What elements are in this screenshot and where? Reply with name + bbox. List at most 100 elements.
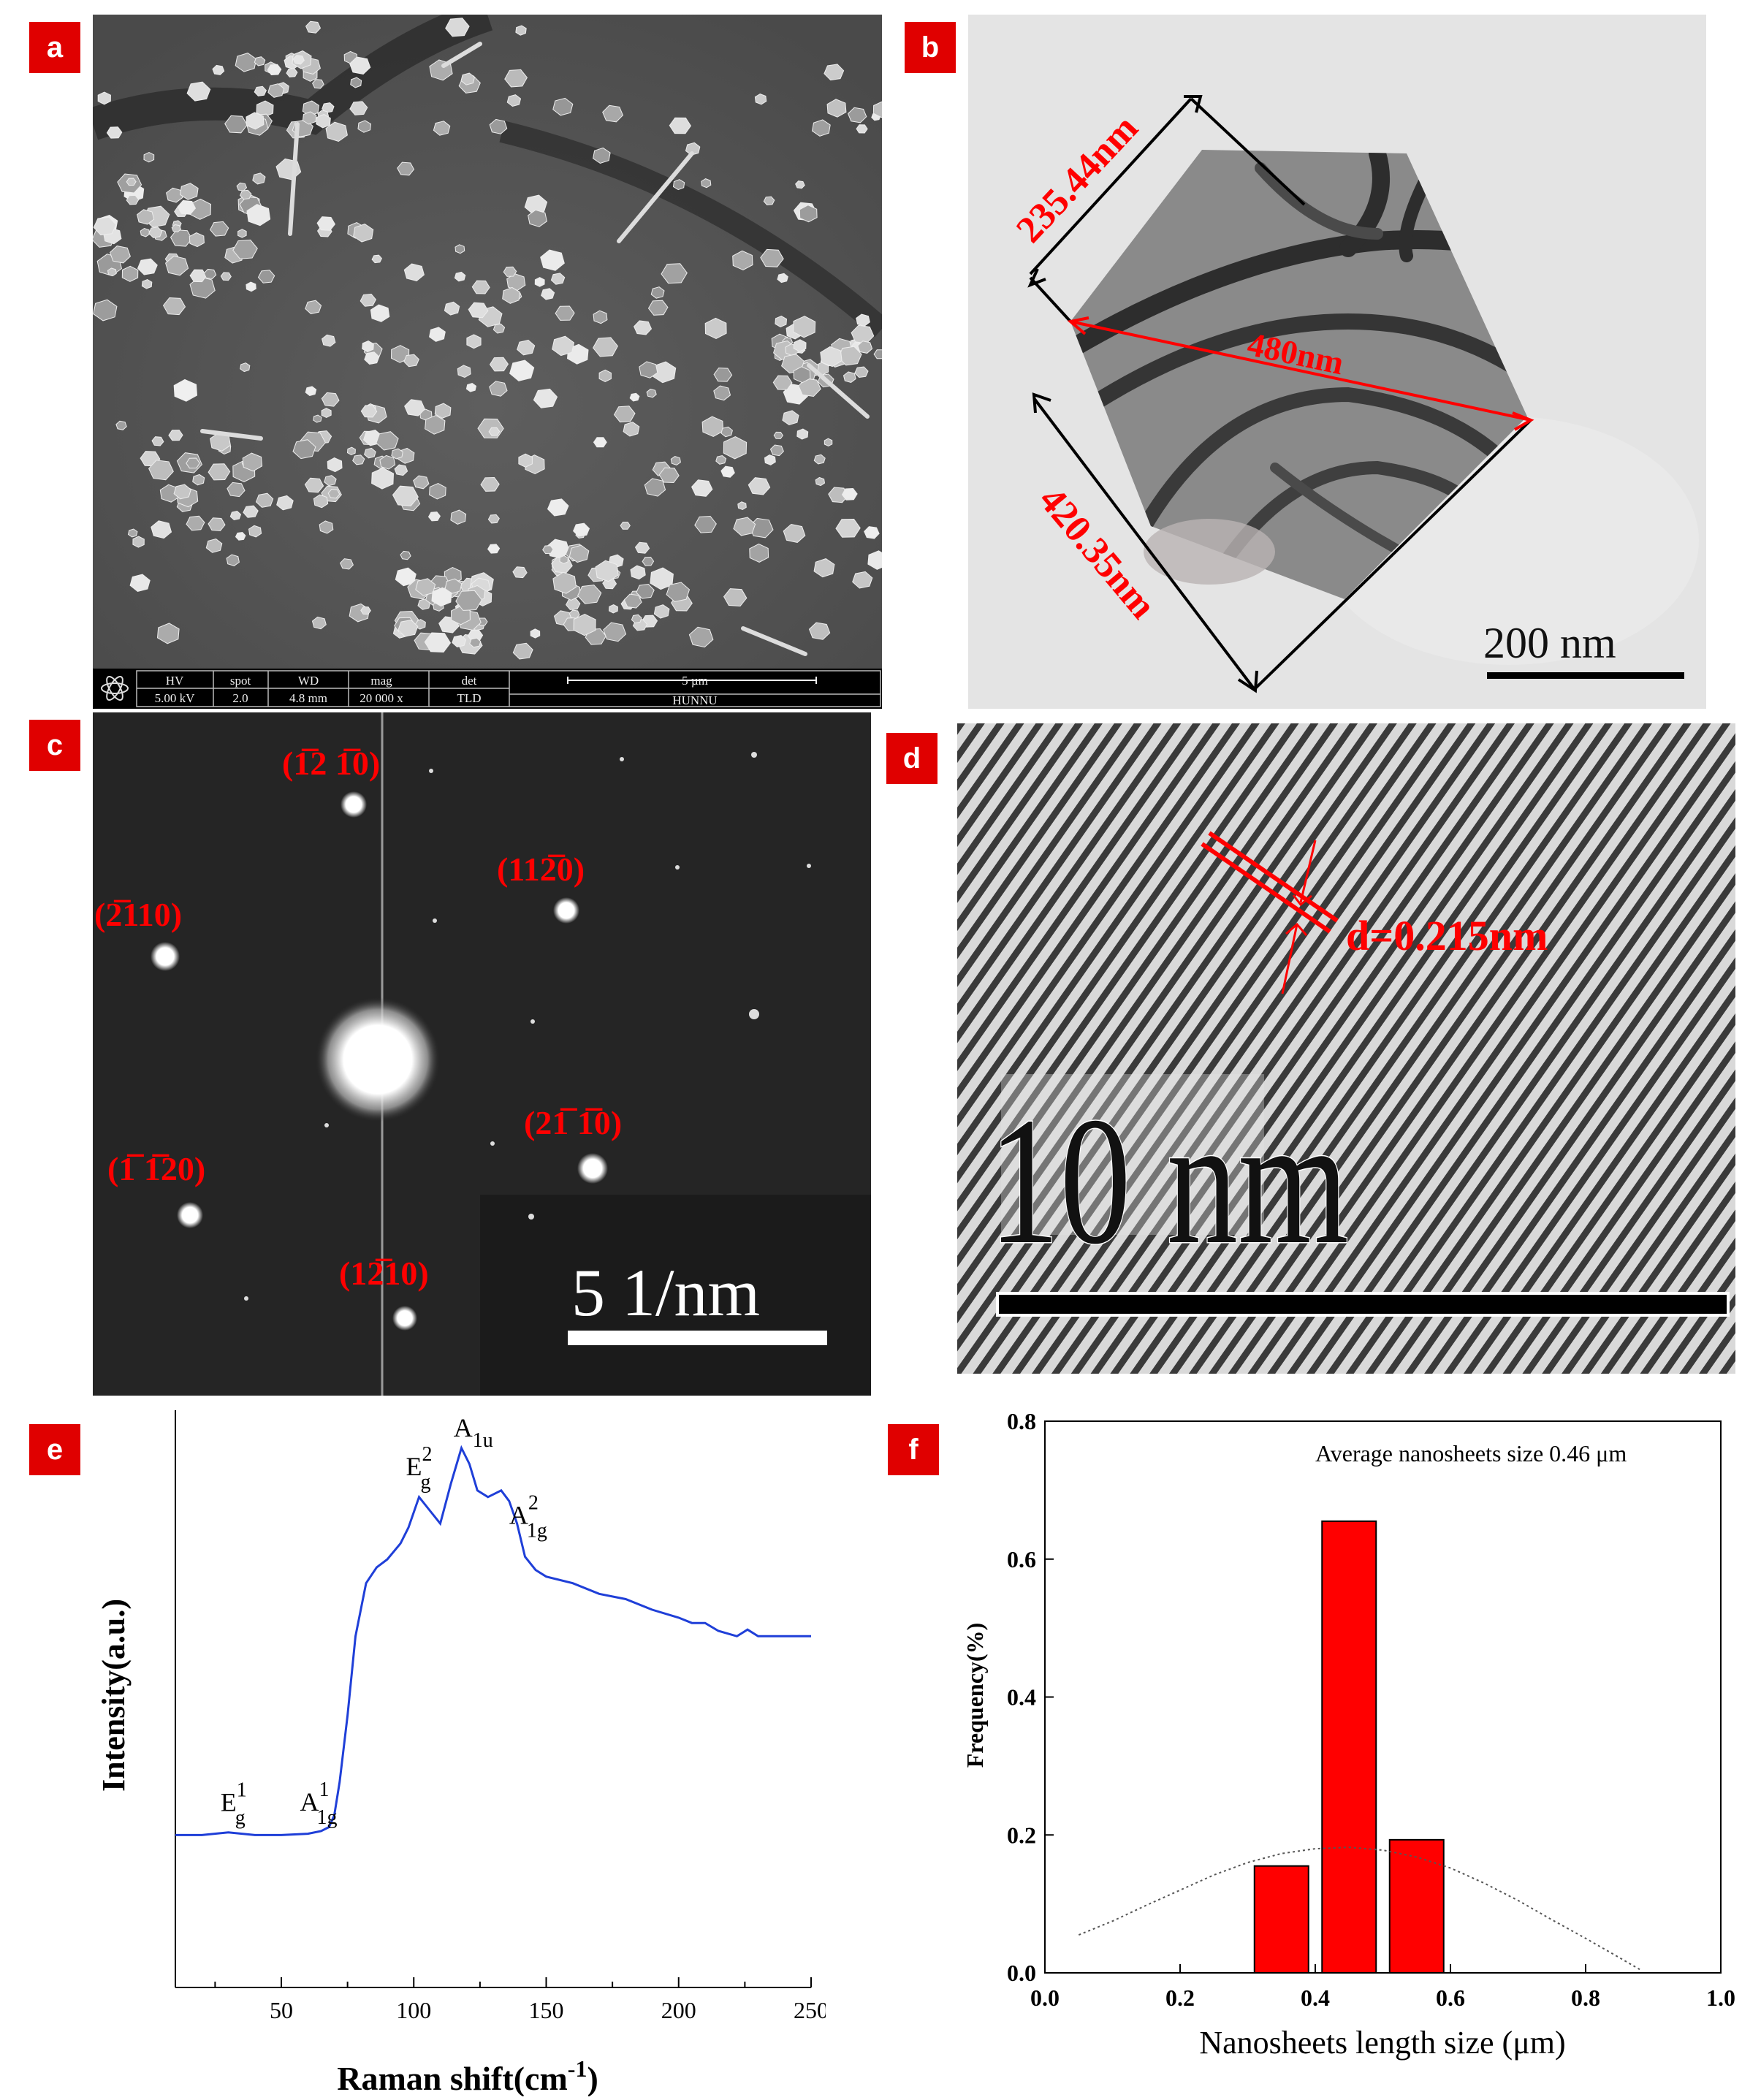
sem-spot-value: 2.0 xyxy=(232,691,248,705)
nanosheet-particle xyxy=(454,271,466,282)
nanosheet-particle xyxy=(132,536,145,548)
nanosheet-particle xyxy=(826,99,847,118)
nanosheet-particle xyxy=(349,101,368,115)
nanosheet-particle xyxy=(148,460,174,481)
nanosheet-particle xyxy=(592,337,619,357)
nanosheet-particle xyxy=(811,119,831,137)
nanosheet-particle xyxy=(404,399,425,416)
nanosheet-particle xyxy=(798,378,821,397)
histogram-bar xyxy=(1388,1838,1445,1974)
nanosheet-particle xyxy=(723,435,748,460)
raman-x-tick-label: 250 xyxy=(794,1997,826,2023)
nanosheet-particle xyxy=(192,473,205,486)
nanosheet-particle xyxy=(237,229,247,238)
nanosheet-particle xyxy=(429,327,446,342)
nanosheet-particle xyxy=(650,567,674,590)
nanosheet-particle xyxy=(634,320,653,335)
nanosheet-particle xyxy=(371,467,395,490)
nanosheet-particle xyxy=(593,437,607,448)
panel-b: 235.44nm 480nm 420.35nm 200 nm xyxy=(968,15,1706,709)
nanosheet-particle xyxy=(469,637,482,648)
nanosheet-particle xyxy=(769,444,784,457)
histogram-x-axis-label: Nanosheets length size (μm) xyxy=(1199,2025,1565,2061)
panel-c: (1̅2 1̅0) (112̅0) (2̅110) (21̅ 1̅0) (1̅ … xyxy=(93,712,871,1396)
nanosheet-particle xyxy=(395,567,417,587)
nanosheet-particle xyxy=(555,305,575,321)
sem-wd-value: 4.8 mm xyxy=(289,691,327,705)
nanosheet-particle xyxy=(235,531,246,541)
nanosheet-particle xyxy=(541,288,555,300)
nanosheet-particle xyxy=(573,613,596,636)
nanosheet-particle xyxy=(255,492,274,508)
histogram-x-tick-label: 0.6 xyxy=(1436,1985,1465,2011)
nanosheet-particle xyxy=(661,263,688,284)
nanosheet-particle xyxy=(857,341,873,354)
nanosheet-particle xyxy=(180,183,199,200)
nanosheet-particle xyxy=(603,622,627,642)
nanosheet-particle xyxy=(650,286,665,299)
nanosheet-particle xyxy=(346,446,356,456)
nanosheet-particle xyxy=(837,346,862,366)
sem-image: HV spot WD mag det 5.00 kV 2.0 4.8 mm 20… xyxy=(87,0,890,709)
nanosheet-particle xyxy=(444,301,460,316)
nanosheet-particle xyxy=(434,403,452,419)
raman-spectrum-line xyxy=(175,1445,811,1836)
panel-tag-f: f xyxy=(888,1424,939,1475)
raman-x-tick-label: 150 xyxy=(529,1997,564,2023)
nanosheet-particle xyxy=(720,426,733,438)
raman-x-tick-label: 50 xyxy=(270,1997,293,2023)
nanosheet-particle xyxy=(646,389,657,398)
histogram-y-tick-label: 0.0 xyxy=(1007,1960,1036,1986)
nanosheet-particle xyxy=(93,216,117,236)
nanosheet-particle xyxy=(795,180,805,189)
nanosheet-particle xyxy=(357,120,372,133)
nanosheet-particle xyxy=(813,558,835,578)
nanosheet-particle xyxy=(782,410,799,426)
nanosheet-particle xyxy=(732,250,753,271)
nanosheet-particle xyxy=(480,476,500,492)
spot-label-6: (12̅10) xyxy=(339,1255,429,1292)
nanosheet-particle xyxy=(129,574,151,593)
hrtem-scale-label: 10 nm xyxy=(989,1080,1349,1282)
nanosheet-particle xyxy=(203,268,217,280)
sem-hv-value: 5.00 kV xyxy=(155,691,196,705)
nanosheet-particle xyxy=(210,221,229,237)
histogram-y-tick-label: 0.2 xyxy=(1007,1822,1036,1848)
nanosheet-particle xyxy=(647,300,669,316)
nanosheet-particle xyxy=(577,585,602,604)
saed-scale-label: 5 1/nm xyxy=(571,1255,760,1330)
nanosheet-particle xyxy=(713,385,731,401)
nanosheet-particle xyxy=(568,609,580,619)
nanosheet-particle xyxy=(240,362,251,373)
nanosheet-particle xyxy=(552,571,577,594)
nanosheet-particle xyxy=(793,339,807,352)
nanosheet-particle xyxy=(394,464,408,476)
raman-chart: 50 100 150 200 250 E1 g A1 1g E2 g A1u A2 1g Intensi… xyxy=(96,1410,829,2097)
nanosheet-particle xyxy=(471,280,490,294)
diagonal-dimension-line xyxy=(1070,320,1532,422)
spot-label-1: (1̅2 1̅0) xyxy=(282,745,380,782)
nanosheet-particle xyxy=(391,448,403,460)
nanosheet-particle xyxy=(252,172,266,185)
nanorod xyxy=(617,151,694,243)
nanosheet-particle xyxy=(772,375,793,390)
nanosheet-particle xyxy=(340,558,354,570)
nanosheet-particle xyxy=(316,114,331,129)
nanosheet-particle xyxy=(820,346,843,368)
central-beam-spot xyxy=(316,997,440,1122)
nanosheet-particle xyxy=(760,248,784,267)
nanosheet-particle xyxy=(502,286,520,304)
nanosheet-particle xyxy=(764,454,776,465)
nanosheet-particle xyxy=(773,431,784,439)
nanosheet-particle xyxy=(852,571,873,589)
nanosheet-particle xyxy=(815,476,826,487)
nanorod xyxy=(741,626,807,656)
nanosheet-particle xyxy=(701,416,724,437)
nanosheet-particle xyxy=(550,273,566,285)
nanosheet-particle xyxy=(515,25,527,36)
nanosheet-particle xyxy=(324,475,337,487)
nanosheet-particle xyxy=(360,405,378,418)
nanosheet-particle xyxy=(593,310,608,324)
sem-scale-bar xyxy=(567,677,817,684)
nanorod xyxy=(441,42,482,68)
